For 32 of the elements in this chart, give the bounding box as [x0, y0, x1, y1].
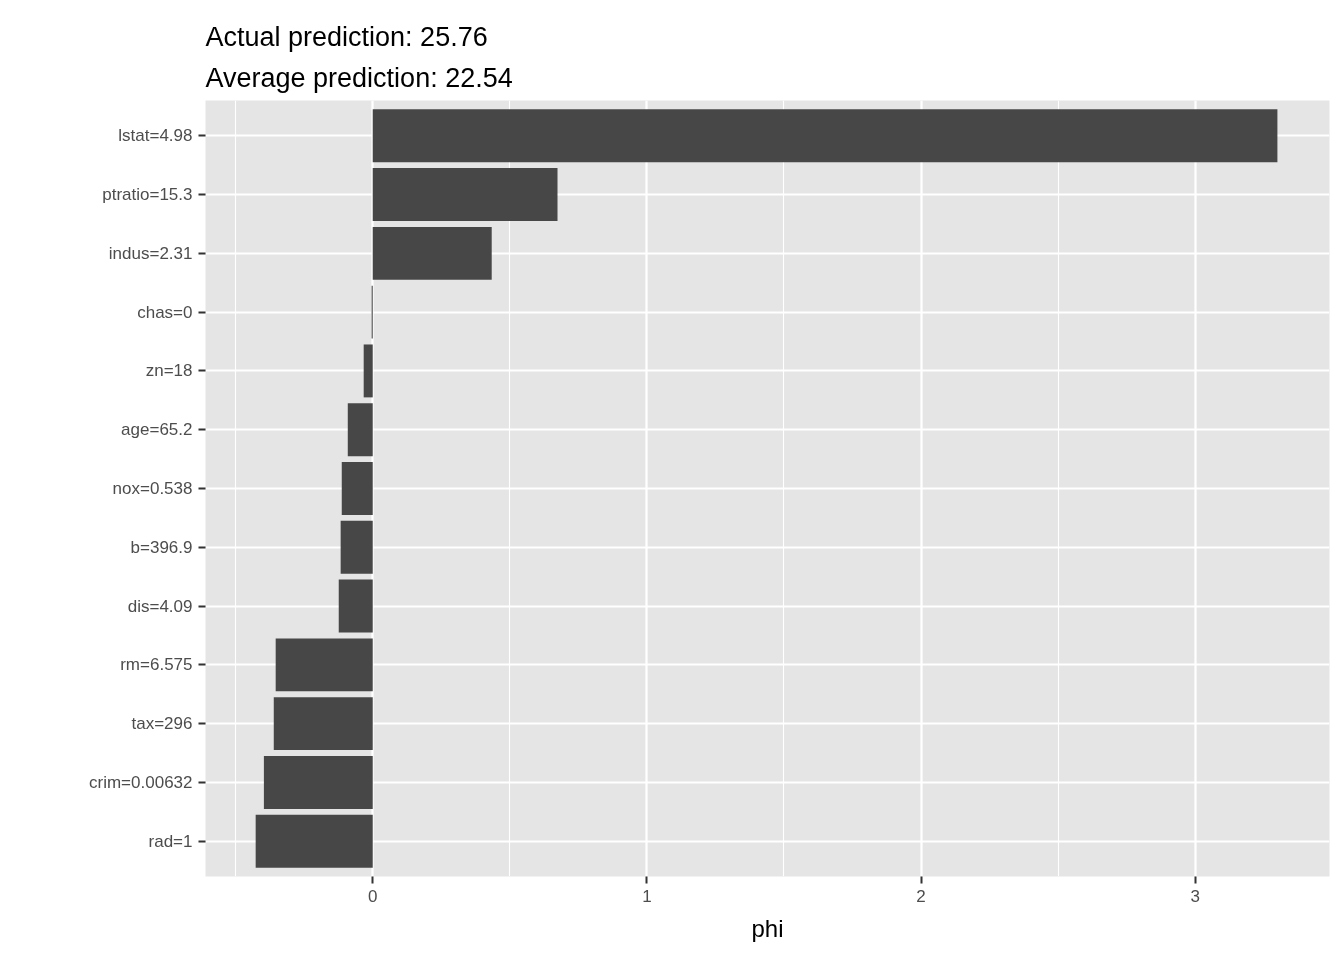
y-tick-label: nox=0.538: [112, 479, 193, 498]
bar: [263, 755, 373, 809]
y-tick-label: crim=0.00632: [89, 772, 193, 792]
y-tick-label: rm=6.575: [120, 655, 193, 675]
bar: [372, 168, 558, 222]
bar: [363, 344, 373, 398]
x-axis-title: phi: [751, 914, 784, 942]
y-tick-label: chas=0: [137, 302, 193, 322]
y-tick-label: ptratio=15.3: [102, 185, 193, 205]
bar: [338, 579, 373, 633]
bar: [340, 520, 373, 574]
y-tick-label: indus=2.31: [108, 243, 193, 263]
x-tick-label: 0: [368, 886, 378, 906]
y-tick-label: rad=1: [148, 831, 193, 851]
x-tick-label: 1: [642, 886, 652, 906]
x-tick-label: 3: [1190, 886, 1200, 906]
bar: [372, 109, 1278, 163]
chart-subtitle: Average prediction: 22.54: [205, 62, 513, 93]
bar: [341, 462, 373, 515]
y-tick-label: lstat=4.98: [118, 126, 193, 146]
bar: [372, 226, 492, 280]
y-tick-label: age=65.2: [121, 420, 193, 440]
bar: [275, 638, 373, 692]
y-tick-label: dis=4.09: [127, 596, 193, 616]
x-tick-label: 2: [916, 886, 926, 906]
y-tick-label: tax=296: [131, 714, 193, 734]
y-tick-label: b=396.9: [130, 537, 193, 557]
bar: [255, 814, 373, 868]
chart-title: Actual prediction: 25.76: [205, 21, 488, 52]
y-tick-label: zn=18: [145, 361, 193, 381]
bar: [347, 403, 373, 457]
bar: [273, 697, 373, 751]
